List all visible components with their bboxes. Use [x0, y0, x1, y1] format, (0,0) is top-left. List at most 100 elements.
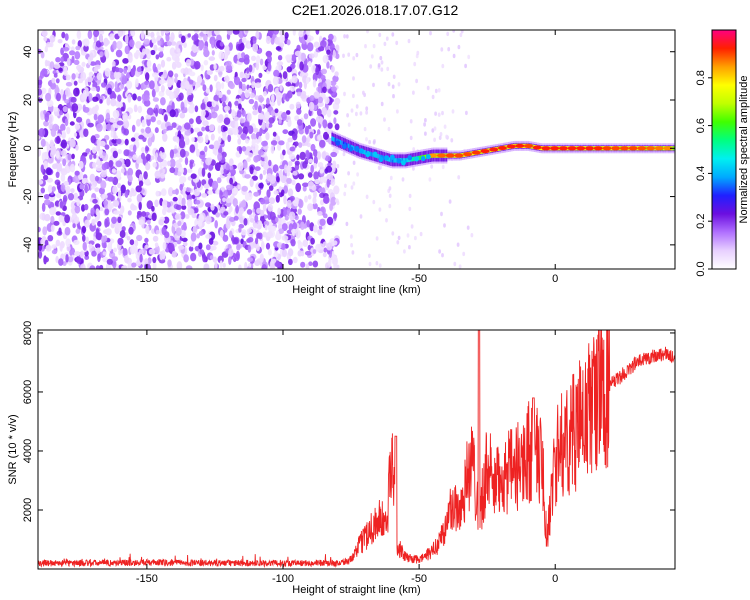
spectrogram-cell: [149, 80, 155, 90]
spectrogram-cell: [280, 189, 285, 197]
spectrogram-cell: [326, 178, 330, 188]
spectrogram-cell: [320, 176, 326, 183]
spectrogram-cell: [254, 214, 259, 223]
spectrogram-cell: [236, 110, 242, 118]
spectrogram-cell: [130, 244, 136, 255]
spectrogram-cell: [201, 193, 208, 198]
spectrogram-cell: [38, 250, 43, 259]
spectrogram-cell: [458, 264, 462, 269]
snr-plot: -150 -100 -50 0 2000 4000 6000 8000 Height of st…: [7, 321, 676, 596]
spectrogram-cell: [180, 80, 186, 90]
spectrogram-cell: [55, 255, 59, 264]
spectrogram-cell: [284, 215, 289, 221]
spectrogram-cell: [73, 87, 80, 97]
spectrogram-cell: [233, 215, 239, 221]
spectrogram-cell: [81, 179, 87, 185]
spectrogram-cell: [118, 189, 122, 199]
ridge-core: [390, 157, 392, 163]
spectrogram-cell: [147, 60, 151, 67]
spectrogram-cell: [74, 251, 81, 257]
spectrogram-cell: [333, 185, 340, 195]
spectrogram-cell: [71, 213, 78, 221]
spectrogram-cell: [71, 39, 76, 45]
spectrogram-cell: [98, 187, 105, 195]
spectrogram-cell: [203, 183, 210, 189]
spectrogram-cell: [300, 261, 306, 268]
spectrogram-cell: [249, 218, 255, 223]
spectrogram-cell: [283, 208, 288, 217]
spectrogram-cell: [40, 238, 47, 246]
spectrogram-cell: [322, 86, 327, 94]
spectrogram-cell: [355, 52, 359, 58]
ridge-core: [404, 158, 407, 163]
spectrogram-cell: [101, 163, 108, 171]
spectrogram-cell: [116, 40, 123, 50]
spectrogram-cell: [64, 214, 70, 224]
spectrogram-cell: [74, 170, 80, 176]
spectrogram-cell: [375, 236, 379, 241]
spectrogram-cell: [414, 235, 417, 241]
spectrogram-cell: [269, 175, 276, 184]
spectrogram-cell: [71, 73, 76, 80]
spectrogram-cell: [258, 135, 262, 143]
ridge-peak: [558, 146, 568, 151]
spectrogram-cell: [194, 199, 201, 205]
spectrogram-cell: [129, 191, 133, 198]
spectrogram-cell: [184, 82, 190, 88]
spectrogram-cell: [285, 110, 291, 115]
spectrogram-cell: [145, 32, 152, 37]
spectrogram-cell: [93, 153, 97, 159]
spectrogram-cell: [38, 179, 44, 185]
spectrogram-cell: [213, 30, 221, 36]
spectrogram-cell: [193, 127, 201, 133]
spectrogram-cell: [141, 211, 147, 217]
spectrogram-cell: [191, 34, 199, 42]
spectrogram-cell: [288, 153, 296, 160]
spectrogram-cell: [38, 88, 43, 96]
spectrogram-cell: [190, 232, 197, 242]
spectrogram-cell: [162, 129, 167, 134]
spectrogram-cell: [108, 160, 113, 168]
spectrogram-cell: [389, 175, 393, 181]
ridge-peak: [463, 152, 473, 157]
ridge-peak: [619, 146, 629, 151]
spectrogram-cell: [267, 84, 274, 93]
spectrogram-cell: [157, 63, 162, 70]
spectrogram-cell: [60, 169, 68, 176]
spectrogram-cell: [102, 151, 106, 157]
spectrogram-cell: [184, 157, 189, 166]
spectrogram-cell: [263, 220, 270, 227]
spectrogram-plot: -150 -100 -50 0 -40 -20 0 20 40 Height of straigh…: [7, 29, 676, 296]
spectrogram-cell: [241, 83, 247, 92]
snr-xlabel: Height of straight line (km): [292, 584, 420, 596]
spectrogram-cell: [143, 171, 148, 180]
spectrogram-cell: [309, 131, 314, 139]
spectrogram-cell: [327, 122, 333, 129]
spectrogram-cell: [72, 223, 76, 229]
snr-ytick-label: 2000: [22, 498, 34, 522]
spectrogram-cell: [286, 177, 292, 184]
spectrogram-cell: [335, 44, 340, 51]
spectrogram-cell: [99, 99, 103, 104]
spectrogram-cell: [441, 253, 444, 258]
spectrogram-cell: [89, 265, 96, 269]
spectrogram-cell: [140, 146, 146, 153]
spectrogram-cell: [135, 261, 142, 267]
spectrogram-cell: [241, 199, 247, 208]
ridge-peak: [593, 146, 603, 151]
spectrogram-cell: [372, 199, 376, 205]
spectrogram-cell: [130, 137, 136, 142]
spectrogram-cell: [181, 224, 188, 231]
spectrogram-cell: [176, 48, 181, 53]
spectrogram-cell: [291, 228, 297, 234]
spectrogram-cell: [83, 128, 89, 137]
spectrogram-cell: [187, 208, 195, 216]
spectrogram-cell: [138, 201, 142, 211]
ridge-core: [347, 143, 350, 149]
spectrogram-cell: [69, 163, 76, 173]
spectrogram-cell: [89, 52, 94, 61]
spectrogram-cell: [206, 101, 213, 108]
spectrogram-cell: [441, 164, 445, 170]
spectrogram-cell: [162, 207, 167, 216]
spectrogram-cell: [194, 60, 201, 70]
